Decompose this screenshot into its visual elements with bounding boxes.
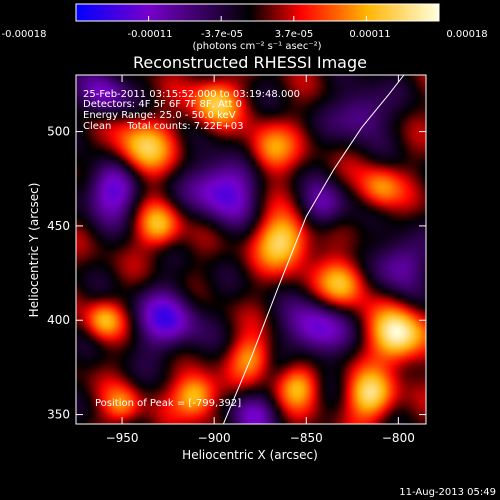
peak-position-label: Position of Peak = [-799,392]	[95, 398, 241, 409]
colorbar-tick-label: 0.00011	[349, 29, 390, 40]
colorbar	[75, 3, 440, 22]
x-tick-label: −800	[382, 431, 415, 445]
colorbar-unit-label: (photons cm⁻² s⁻¹ asec⁻²)	[192, 41, 321, 52]
info-line-detectors: Detectors: 4F 5F 6F 7F 8F, Att 0	[83, 99, 242, 110]
x-tick-label: −850	[290, 431, 323, 445]
solar-limb-curve	[222, 75, 405, 424]
colorbar-tick-label: -0.00018	[2, 29, 47, 40]
heatmap-image	[76, 75, 426, 424]
y-tick-label: 400	[47, 313, 70, 327]
colorbar-tick-label: 0.00018	[446, 29, 487, 40]
x-tick-label: −950	[106, 431, 139, 445]
info-line-energy: Energy Range: 25.0 - 50.0 keV	[83, 110, 236, 121]
info-line-time: 25-Feb-2011 03:15:52.000 to 03:19:48.000	[83, 89, 300, 100]
x-axis-ticks: −950 −900 −850 −800	[106, 75, 415, 445]
x-tick-label: −900	[198, 431, 231, 445]
y-axis-ticks: 350 400 450 500	[47, 125, 426, 422]
colorbar-tick-label: 3.7e-05	[275, 29, 313, 40]
colorbar-tick-label: -3.7e-05	[201, 29, 243, 40]
colorbar-tick-label: -0.00011	[128, 29, 173, 40]
footer-date: 11-Aug-2013 05:49	[399, 487, 496, 498]
y-axis-label: Heliocentric Y (arcsec)	[27, 183, 41, 318]
colorbar-ticks	[75, 16, 440, 21]
info-line-counts: Clean Total counts: 7.22E+03	[83, 121, 243, 132]
y-tick-label: 500	[47, 125, 70, 139]
x-axis-label: Heliocentric X (arcsec)	[182, 448, 318, 462]
plot-frame	[75, 74, 427, 425]
chart-title: Reconstructed RHESSI Image	[133, 53, 367, 72]
y-tick-label: 350	[47, 408, 70, 422]
y-tick-label: 450	[47, 219, 70, 233]
